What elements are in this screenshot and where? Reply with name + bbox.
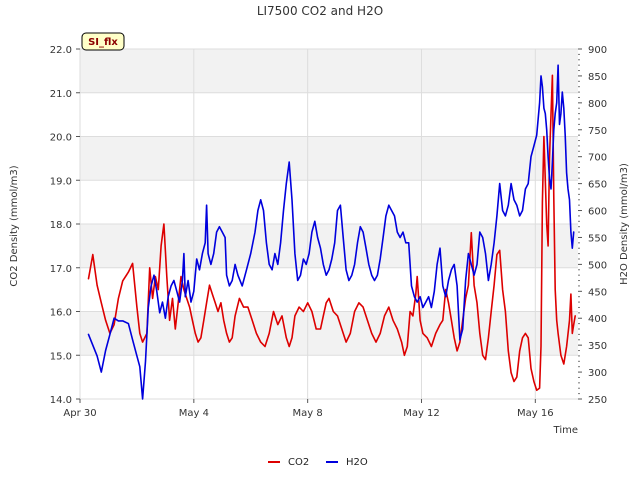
plot-band — [80, 180, 578, 224]
left-tick-label: 22.0 — [50, 45, 72, 56]
right-tick-label: 700 — [588, 153, 607, 164]
plot-band — [80, 92, 578, 137]
site-badge: SI_flx — [81, 32, 125, 51]
left-tick-label: 16.0 — [50, 308, 72, 319]
left-tick-label: 21.0 — [50, 89, 72, 100]
plot-band — [80, 224, 578, 268]
right-tick-label: 500 — [588, 260, 607, 271]
x-tick-label: May 8 — [293, 408, 323, 419]
x-axis-title: Time — [553, 425, 578, 436]
x-tick-label: Apr 30 — [63, 408, 96, 419]
y-axis-left-title: CO2 Density (mmol/m3) — [9, 165, 20, 286]
right-tick-label: 750 — [588, 126, 607, 137]
right-tick-label: 600 — [588, 207, 607, 218]
right-tick-label: 900 — [588, 45, 607, 56]
left-tick-label: 19.0 — [50, 176, 72, 187]
y-axis-right-title: H2O Density (mmol/m3) — [619, 163, 630, 285]
left-tick-label: 20.0 — [50, 133, 72, 144]
right-tick-label: 550 — [588, 233, 607, 244]
site-badge-box — [81, 32, 125, 51]
legend-label-co2: CO2 — [288, 457, 309, 468]
x-tick-label: May 16 — [517, 408, 554, 419]
plot-band — [80, 311, 578, 356]
plot-band — [80, 355, 578, 399]
left-tick-label: 17.0 — [50, 264, 72, 275]
legend-label-h2o: H2O — [346, 457, 368, 468]
plot-band — [80, 49, 578, 93]
right-tick-label: 850 — [588, 72, 607, 83]
right-tick-label: 450 — [588, 287, 607, 298]
series-line-co2 — [87, 74, 577, 392]
series-lines — [87, 64, 577, 400]
right-tick-label: 400 — [588, 314, 607, 325]
right-tick-label: 350 — [588, 341, 607, 352]
legend: CO2 H2O — [268, 457, 368, 468]
chart-title: LI7500 CO2 and H2O — [257, 4, 383, 18]
plot-band — [80, 136, 578, 181]
x-axis: Apr 30 May 4 May 8 May 12 May 16 — [63, 399, 554, 419]
left-tick-label: 18.0 — [50, 220, 72, 231]
right-tick-label: 300 — [588, 368, 607, 379]
left-tick-label: 15.0 — [50, 351, 72, 362]
right-axis: 250 300 350 400 450 500 550 600 650 700 750 800 850 9… — [578, 45, 607, 406]
series-line-h2o — [87, 64, 575, 400]
right-tick-label: 650 — [588, 180, 607, 191]
left-axis: 14.0 15.0 16.0 17.0 18.0 19.0 20.0 21.0 22.0 — [50, 45, 80, 406]
right-tick-label: 250 — [588, 395, 607, 406]
x-tick-label: May 4 — [179, 408, 209, 419]
left-tick-label: 14.0 — [50, 395, 72, 406]
x-tick-label: May 12 — [403, 408, 440, 419]
site-badge-label: SI_flx — [88, 37, 118, 48]
right-tick-label: 800 — [588, 99, 607, 110]
